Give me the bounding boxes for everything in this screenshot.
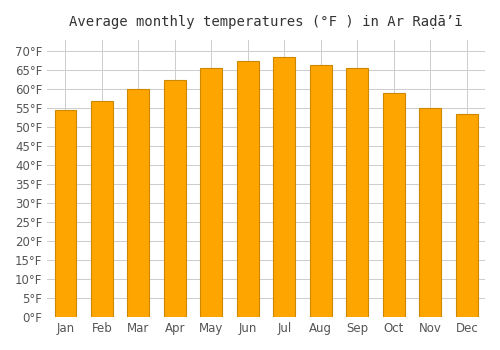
Bar xyxy=(274,57,295,317)
Bar xyxy=(310,65,332,317)
Bar xyxy=(54,110,76,317)
Bar xyxy=(164,80,186,317)
Bar xyxy=(346,68,368,317)
Bar xyxy=(237,61,259,317)
Bar xyxy=(128,89,150,317)
Bar xyxy=(456,114,477,317)
Bar xyxy=(91,101,113,317)
Bar xyxy=(200,68,222,317)
Title: Average monthly temperatures (°F ) in Ar Raḍāʼī: Average monthly temperatures (°F ) in Ar… xyxy=(70,15,463,29)
Bar xyxy=(383,93,404,317)
Bar xyxy=(420,108,441,317)
